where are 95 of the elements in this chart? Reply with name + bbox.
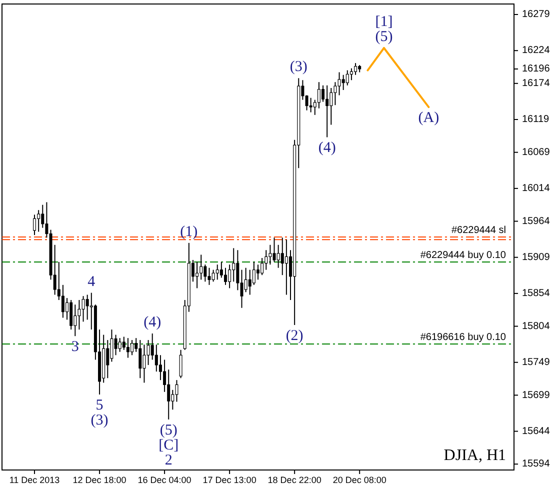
candlestick — [78, 300, 81, 330]
annotation: (3) — [90, 412, 108, 429]
x-tick-label: 20 Dec 08:00 — [332, 475, 386, 485]
candlestick — [130, 340, 134, 356]
candlestick — [272, 237, 276, 262]
candlestick — [61, 284, 64, 318]
candlestick — [212, 269, 215, 282]
candlestick — [114, 334, 118, 356]
annotation: (2) — [286, 328, 304, 344]
candlestick — [224, 267, 227, 286]
y-tick-label: 16224 — [522, 45, 550, 56]
x-tick-label: 18 Dec 22:00 — [268, 475, 322, 485]
annotation: 3 — [71, 339, 79, 356]
candlestick — [70, 300, 73, 330]
candlestick — [350, 68, 353, 81]
y-tick-label: 15644 — [522, 426, 550, 437]
candlestick — [256, 264, 260, 280]
candlestick — [179, 349, 182, 379]
annotation: (4) — [318, 140, 336, 156]
candlestick — [346, 70, 349, 86]
candlestick — [122, 336, 126, 350]
annotation: (4) — [144, 314, 162, 330]
candlestick — [200, 254, 203, 280]
candlestick — [106, 340, 110, 379]
annotation: 4 — [88, 274, 96, 290]
y-tick-label: 15804 — [522, 320, 550, 332]
y-tick-label: 16279 — [522, 9, 550, 20]
ref-line-label: #6196616 buy 0.10 — [420, 332, 506, 343]
candlestick — [154, 344, 158, 372]
x-tick-label: 12 Dec 18:00 — [72, 475, 126, 485]
candlestick — [110, 329, 114, 362]
candlestick — [276, 244, 280, 268]
annotation: (A) — [418, 110, 440, 126]
x-tick-label: 11 Dec 2013 — [9, 475, 60, 485]
candlestick — [220, 261, 223, 278]
annotation: (5) — [160, 422, 178, 438]
candlestick — [342, 74, 345, 90]
candlestick — [208, 267, 211, 286]
y-tick-label: 16196 — [522, 64, 550, 75]
y-tick-label: 15749 — [522, 357, 550, 368]
candlestick — [158, 354, 162, 381]
candlestick — [280, 237, 284, 276]
candlestick — [264, 250, 268, 270]
candlestick — [196, 261, 199, 289]
annotation: (5) — [375, 28, 393, 45]
candlestick — [86, 294, 89, 320]
candlestick — [204, 264, 207, 282]
y-tick-label: 16119 — [522, 114, 550, 126]
candlestick — [146, 340, 150, 366]
annotation: (1) — [180, 224, 198, 240]
candlestick — [175, 380, 178, 402]
candlestick — [37, 210, 40, 232]
candlestick — [322, 84, 325, 102]
x-tick-label: 16 Dec 04:00 — [138, 475, 192, 485]
ref-line-label: #6229444 sl — [452, 225, 506, 236]
candlestick — [232, 248, 236, 282]
y-tick-label: 15909 — [522, 252, 550, 263]
candlestick — [268, 244, 272, 266]
candlestick — [74, 304, 77, 337]
y-tick-label: 16069 — [522, 146, 550, 158]
candlestick — [309, 97, 312, 113]
annotation: 5 — [96, 398, 104, 414]
y-tick-label: 16174 — [522, 78, 550, 90]
candlestick — [118, 338, 122, 352]
y-tick-label: 15854 — [522, 288, 550, 300]
candlestick — [138, 340, 142, 379]
y-tick-label: 15964 — [522, 216, 550, 227]
annotation: 2 — [164, 452, 172, 468]
candlestick — [142, 344, 146, 384]
candlestick — [216, 264, 219, 280]
candlestick — [228, 264, 232, 289]
annotation: (3) — [290, 59, 308, 76]
candlestick — [33, 214, 36, 236]
candlestick — [82, 296, 85, 322]
candlestick — [248, 269, 252, 296]
y-tick-label: 15699 — [522, 390, 550, 401]
candlestick — [167, 369, 170, 420]
candlestick — [260, 258, 264, 276]
text: DJIA, H1 — [444, 447, 506, 464]
candlestick — [326, 84, 329, 138]
candlestick — [334, 82, 337, 106]
candlestick — [354, 62, 358, 76]
y-tick-label: 15594 — [522, 458, 550, 470]
candlestick — [330, 88, 333, 126]
x-tick-label: 17 Dec 13:00 — [202, 475, 256, 485]
candlestick — [284, 239, 288, 296]
ref-line-label: #6229444 buy 0.10 — [420, 250, 506, 261]
candlestick — [317, 82, 320, 109]
candlestick — [252, 261, 256, 286]
annotation: [C] — [158, 437, 179, 454]
candlestick — [338, 72, 341, 96]
candlestick — [126, 338, 130, 358]
annotation: [1] — [375, 14, 393, 30]
candlestick — [244, 267, 248, 293]
y-tick-label: 16014 — [522, 183, 550, 194]
